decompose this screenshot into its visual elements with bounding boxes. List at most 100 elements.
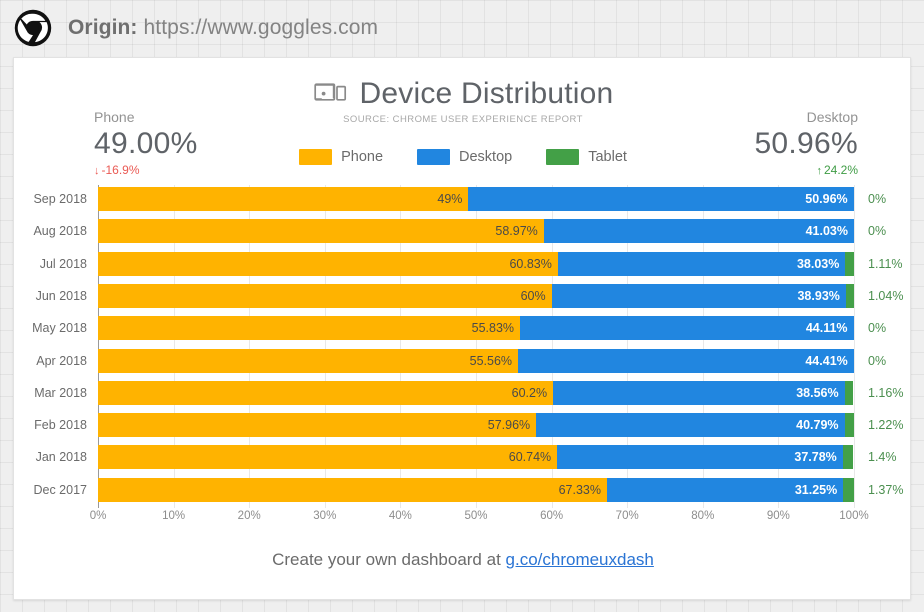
bar-segment-tablet[interactable] bbox=[845, 283, 854, 308]
bar-segment-desktop[interactable]: 38.56% bbox=[553, 380, 845, 405]
bar-value-phone: 55.83% bbox=[471, 321, 515, 336]
chart-row[interactable]: Sep 2018 49% 50.96% 0% bbox=[33, 187, 886, 211]
row-tablet-percent: 0% bbox=[868, 224, 887, 239]
row-tablet-percent: 1.37% bbox=[868, 482, 904, 497]
bar-value-phone: 60.2% bbox=[511, 385, 548, 400]
arrow-up-icon: ↑ bbox=[816, 165, 822, 177]
page-title: Device Distribution bbox=[359, 77, 614, 110]
chrome-logo-icon bbox=[14, 9, 52, 47]
chart-row[interactable]: Jul 2018 60.83% 38.03% 1.11% bbox=[40, 251, 903, 276]
devices-icon bbox=[313, 83, 346, 101]
bar-segment-phone[interactable]: 60% bbox=[98, 283, 552, 308]
gridline-100 bbox=[854, 185, 855, 508]
bar-segment-tablet[interactable] bbox=[844, 413, 854, 438]
legend-item-desktop[interactable]: Desktop bbox=[417, 149, 512, 165]
x-tick-10: 10% bbox=[162, 510, 186, 522]
chart-gridlines bbox=[98, 185, 855, 508]
bar-segment-tablet[interactable] bbox=[845, 251, 854, 276]
bar-segment-desktop[interactable]: 38.93% bbox=[551, 283, 846, 308]
dashboard-card: Device Distribution SOURCE: CHROME USER … bbox=[13, 57, 911, 600]
title-row: Device Distribution bbox=[14, 77, 912, 111]
stat-phone: Phone 49.00% ↓ -16.9% bbox=[94, 108, 198, 179]
bar-segment-phone[interactable]: 57.96% bbox=[98, 413, 537, 438]
row-label-jun-2018: Jun 2018 bbox=[35, 288, 87, 303]
chart-row[interactable]: Jun 2018 60% 38.93% 1.04% bbox=[36, 283, 903, 308]
row-tablet-percent: 0% bbox=[868, 353, 887, 368]
stat-phone-delta-value: -16.9% bbox=[101, 163, 140, 177]
gridline-60 bbox=[551, 185, 553, 508]
bar-segment-phone[interactable]: 49% bbox=[98, 187, 469, 211]
chart-row[interactable]: Dec 2017 67.33% 31.25% 1.37% bbox=[33, 477, 903, 502]
bar-value-desktop: 38.56% bbox=[796, 385, 839, 400]
footer-text: Create your own dashboard at bbox=[272, 550, 506, 569]
bar-segment-tablet[interactable] bbox=[842, 445, 854, 470]
chart-plot-area: Sep 2018 49% 50.96% 0% Aug 2018 58.97% 41.03% 0… bbox=[32, 185, 903, 508]
bar-value-phone: 67.33% bbox=[558, 482, 601, 497]
bar-segment-phone[interactable]: 55.83% bbox=[98, 316, 521, 341]
chart-legend: Phone Desktop Tablet bbox=[14, 149, 912, 165]
bar-segment-phone[interactable]: 55.56% bbox=[98, 348, 519, 373]
bar-segment-desktop[interactable]: 44.41% bbox=[518, 348, 854, 373]
row-label-dec-2017: Dec 2017 bbox=[33, 482, 87, 497]
bar-value-phone: 55.56% bbox=[469, 353, 513, 368]
chart-row[interactable]: Apr 2018 55.56% 44.41% 0% bbox=[36, 348, 886, 373]
origin-text: Origin: https://www.goggles.com bbox=[68, 16, 378, 40]
gridline-10 bbox=[173, 185, 175, 508]
bar-value-phone: 60.83% bbox=[509, 256, 552, 271]
gridline-70 bbox=[627, 185, 629, 508]
chart-row[interactable]: Aug 2018 58.97% 41.03% 0% bbox=[33, 219, 886, 244]
bar-value-desktop: 37.78% bbox=[794, 450, 837, 465]
footer-link[interactable]: g.co/chromeuxdash bbox=[505, 550, 654, 569]
chart-row[interactable]: May 2018 55.83% 44.11% 0% bbox=[32, 316, 886, 341]
origin-url[interactable]: https://www.goggles.com bbox=[143, 16, 379, 39]
chart-row[interactable]: Feb 2018 57.96% 40.79% 1.22% bbox=[34, 413, 903, 438]
bar-segment-phone[interactable]: 60.74% bbox=[98, 445, 558, 470]
row-tablet-percent: 1.16% bbox=[868, 385, 904, 400]
row-label-sep-2018: Sep 2018 bbox=[33, 192, 87, 206]
x-tick-60: 60% bbox=[540, 510, 564, 522]
row-label-jan-2018: Jan 2018 bbox=[35, 450, 87, 465]
bar-segment-phone[interactable]: 67.33% bbox=[98, 477, 607, 502]
bar-value-desktop: 31.25% bbox=[794, 482, 838, 497]
bar-segment-desktop[interactable]: 40.79% bbox=[536, 413, 845, 438]
legend-label-tablet: Tablet bbox=[588, 149, 627, 165]
bar-value-desktop: 44.11% bbox=[805, 321, 848, 336]
legend-item-tablet[interactable]: Tablet bbox=[546, 149, 627, 165]
origin-bar: Origin: https://www.goggles.com bbox=[0, 0, 924, 56]
legend-swatch-tablet bbox=[546, 149, 580, 165]
bar-segment-desktop[interactable]: 44.11% bbox=[520, 316, 854, 341]
bar-segment-desktop[interactable]: 37.78% bbox=[557, 445, 843, 470]
gridline-80 bbox=[702, 185, 704, 508]
x-tick-80: 80% bbox=[691, 510, 715, 522]
bar-segment-desktop[interactable]: 50.96% bbox=[468, 187, 854, 211]
gridline-20 bbox=[249, 185, 251, 508]
bar-segment-desktop[interactable]: 31.25% bbox=[607, 477, 844, 502]
gridline-0 bbox=[98, 185, 99, 508]
bar-segment-desktop[interactable]: 38.03% bbox=[557, 251, 846, 276]
row-tablet-percent: 1.11% bbox=[868, 256, 903, 271]
bar-value-desktop: 41.03% bbox=[805, 224, 848, 239]
row-label-may-2018: May 2018 bbox=[32, 321, 87, 336]
stat-phone-value: 49.00% bbox=[94, 127, 198, 160]
bar-segment-tablet[interactable] bbox=[844, 380, 854, 405]
bar-segment-phone[interactable]: 58.97% bbox=[98, 219, 544, 244]
stat-desktop-delta: ↑ 24.2% bbox=[754, 162, 858, 179]
bar-segment-tablet[interactable] bbox=[843, 477, 854, 502]
gridline-50 bbox=[476, 185, 477, 508]
card-footer: Create your own dashboard at g.co/chrome… bbox=[14, 550, 912, 570]
chart-row[interactable]: Jan 2018 60.74% 37.78% 1.4% bbox=[36, 445, 897, 470]
chart-row[interactable]: Mar 2018 60.2% 38.56% 1.16% bbox=[34, 380, 903, 405]
gridline-40 bbox=[400, 185, 402, 508]
legend-label-phone: Phone bbox=[341, 149, 384, 165]
x-tick-30: 30% bbox=[313, 510, 337, 522]
bar-segment-desktop[interactable]: 41.03% bbox=[543, 219, 854, 244]
bar-value-phone: 60% bbox=[520, 288, 546, 303]
row-label-feb-2018: Feb 2018 bbox=[34, 418, 87, 433]
stat-desktop-value: 50.96% bbox=[754, 127, 858, 160]
bar-segment-phone[interactable]: 60.2% bbox=[98, 380, 554, 405]
bar-value-desktop: 50.96% bbox=[805, 192, 848, 206]
legend-item-phone[interactable]: Phone bbox=[299, 149, 383, 165]
row-tablet-percent: 0% bbox=[868, 321, 887, 336]
x-tick-70: 70% bbox=[615, 510, 639, 522]
bar-segment-phone[interactable]: 60.83% bbox=[98, 251, 558, 276]
